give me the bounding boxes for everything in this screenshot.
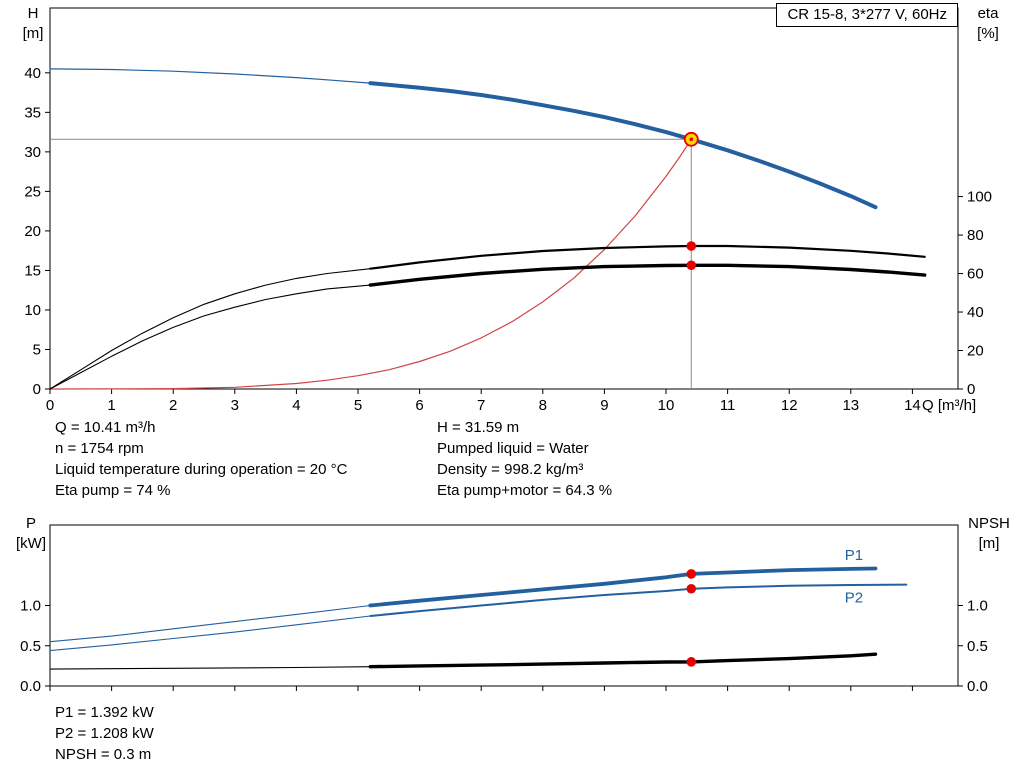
eta-pump-motor-dot — [686, 260, 697, 271]
series-label-P1: P1 — [845, 547, 863, 564]
left-axis-tick-label: 0.0 — [20, 678, 41, 695]
curve-p2 — [369, 583, 908, 617]
head-annotation: H = 31.59 m — [437, 419, 520, 436]
curve-npsh-thin — [49, 666, 371, 670]
plot-border — [49, 524, 959, 687]
curve-p1-thin — [49, 604, 371, 643]
npsh-axis-title: NPSH [m] — [958, 514, 1020, 554]
x-axis-tick-label: 12 — [781, 397, 798, 414]
x-axis-tick-label: 9 — [600, 397, 608, 414]
left-axis-tick-label: 35 — [24, 104, 41, 121]
p-axis-title: P [kW] — [8, 514, 54, 554]
flow-annotation: Q = 10.41 m³/h — [55, 419, 156, 436]
x-axis-tick-label: 7 — [477, 397, 485, 414]
right-axis-tick-label: 0.5 — [967, 638, 988, 655]
left-axis-tick-label: 0.5 — [20, 638, 41, 655]
x-axis-tick-label: 5 — [354, 397, 362, 414]
p2-dot — [686, 583, 697, 594]
duty-annotations-left: Q = 10.41 m³/h n = 1754 rpm Liquid tempe… — [55, 417, 347, 501]
p2-annotation: P2 = 1.208 kW — [55, 725, 154, 742]
left-axis-tick-label: 20 — [24, 223, 41, 240]
eta-pump-annotation: Eta pump = 74 % — [55, 482, 171, 499]
right-axis-tick-label: 60 — [967, 266, 984, 283]
right-axis-tick-label: 0 — [967, 381, 975, 398]
p1-annotation: P1 = 1.392 kW — [55, 704, 154, 721]
pump-title: CR 15-8, 3*277 V, 60Hz — [787, 6, 947, 23]
eta-axis-title-line1: eta — [977, 5, 999, 22]
eta-pump-dot — [686, 241, 697, 251]
duty-annotations-right: H = 31.59 m Pumped liquid = Water Densit… — [437, 417, 612, 501]
left-axis-tick-label: 0 — [33, 381, 41, 398]
h-axis-title: H [m] — [10, 4, 56, 44]
x-axis-tick-label: 8 — [539, 397, 547, 414]
liquid-annotation: Pumped liquid = Water — [437, 440, 589, 457]
right-axis-tick-label: 0.0 — [967, 678, 988, 695]
p-axis-title-line1: P — [25, 515, 36, 532]
curve-head — [368, 81, 878, 210]
curve-eta-pump-motor-thin — [49, 284, 371, 390]
power-annotations: P1 = 1.392 kW P2 = 1.208 kW NPSH = 0.3 m — [55, 702, 154, 765]
x-axis-tick-label: 0 — [46, 397, 54, 414]
x-axis-tick-label: 6 — [415, 397, 423, 414]
curve-system-curve — [49, 138, 692, 390]
npsh-annotation: NPSH = 0.3 m — [55, 746, 152, 763]
speed-annotation: n = 1754 rpm — [55, 440, 144, 457]
npsh-axis-title-line2: [m] — [978, 535, 1000, 552]
eta-axis-title-line2: [%] — [977, 25, 999, 42]
x-axis-tick-label: 13 — [842, 397, 859, 414]
curve-eta-pump-thin — [49, 268, 371, 390]
curve-eta-pump — [369, 244, 926, 270]
density-annotation: Density = 998.2 kg/m³ — [437, 461, 584, 478]
plot-border — [49, 7, 959, 390]
curve-npsh — [368, 652, 878, 669]
left-axis-tick-label: 25 — [24, 183, 41, 200]
left-axis-tick-label: 10 — [24, 302, 41, 319]
p1-dot — [686, 569, 697, 579]
npsh-dot — [686, 657, 697, 667]
q-axis-title: Q [m³/h] — [922, 397, 977, 414]
series-label-P2: P2 — [845, 589, 863, 606]
x-axis-tick-label: 2 — [169, 397, 177, 414]
left-axis-tick-label: 15 — [24, 262, 41, 279]
x-axis-tick-label: 10 — [658, 397, 675, 414]
x-axis-tick-label: 3 — [231, 397, 239, 414]
left-axis-tick-label: 40 — [24, 65, 41, 82]
left-axis-tick-label: 1.0 — [20, 598, 41, 615]
npsh-axis-title-line1: NPSH — [968, 515, 1010, 532]
eta-axis-title: eta [%] — [962, 4, 1014, 44]
curve-p1 — [368, 566, 878, 608]
left-axis-tick-label: 30 — [24, 144, 41, 161]
right-axis-tick-label: 20 — [967, 343, 984, 360]
p-axis-title-line2: [kW] — [16, 535, 46, 552]
curve-eta-pump-motor — [368, 263, 927, 287]
left-axis-tick-label: 5 — [33, 341, 41, 358]
duty-point-marker-center — [689, 137, 694, 142]
curve-p2-thin — [49, 615, 371, 652]
x-axis-tick-label: 1 — [107, 397, 115, 414]
eta-total-annotation: Eta pump+motor = 64.3 % — [437, 482, 613, 499]
temperature-annotation: Liquid temperature during operation = 20… — [55, 461, 348, 478]
right-axis-tick-label: 1.0 — [967, 598, 988, 615]
h-axis-title-line1: H — [27, 5, 39, 22]
right-axis-tick-label: 80 — [967, 227, 984, 244]
x-axis-tick-label: 11 — [720, 397, 736, 414]
x-axis-tick-label: 14 — [904, 397, 921, 414]
curve-head-thin — [49, 68, 371, 84]
h-axis-title-line2: [m] — [22, 25, 44, 42]
right-axis-tick-label: 40 — [967, 304, 984, 321]
x-axis-tick-label: 4 — [292, 397, 300, 414]
right-axis-tick-label: 100 — [967, 189, 992, 206]
pump-title-box: CR 15-8, 3*277 V, 60Hz — [776, 3, 958, 27]
